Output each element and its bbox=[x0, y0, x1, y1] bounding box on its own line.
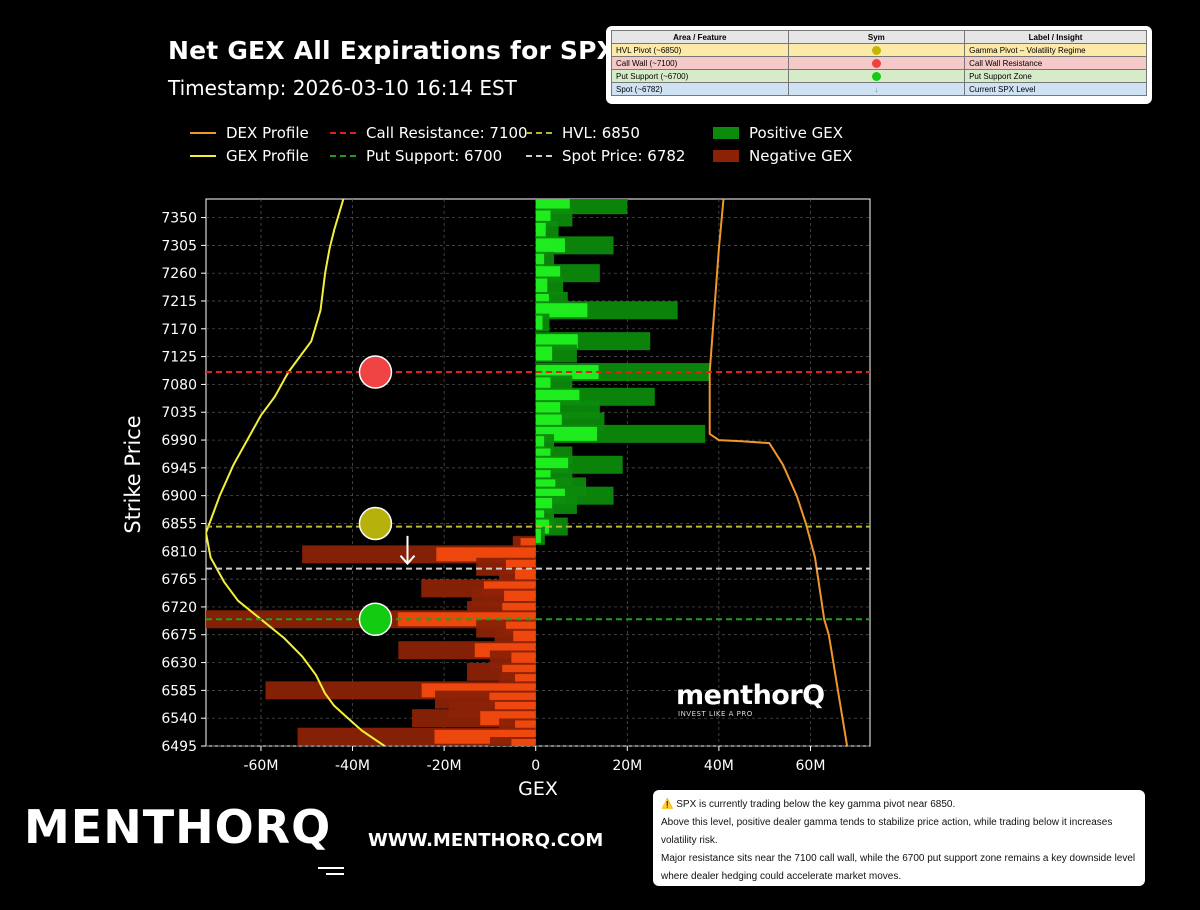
y-tick-label: 7170 bbox=[161, 322, 197, 338]
y-tick-label: 6720 bbox=[161, 600, 197, 616]
marker-dot-icon bbox=[871, 45, 881, 55]
x-tick-label: 0 bbox=[531, 758, 540, 774]
y-tick-label: 7125 bbox=[161, 350, 197, 366]
gex-swatch bbox=[190, 155, 216, 157]
marker-dot-icon bbox=[871, 71, 881, 81]
legend-spot: Spot Price: 6782 bbox=[526, 147, 685, 165]
chart-watermark: menthorQ INVEST LIKE A PRO bbox=[676, 680, 836, 720]
x-tick-label: 20M bbox=[612, 758, 642, 774]
negative-gex-swatch bbox=[713, 150, 739, 162]
y-tick-label: 6675 bbox=[161, 628, 197, 644]
y-tick-label: 6765 bbox=[161, 572, 197, 588]
table-header-row: Area / Feature Sym Label / Insight bbox=[611, 30, 1147, 44]
watermark-q-logo: Q bbox=[802, 680, 825, 711]
y-tick-label: 7080 bbox=[161, 377, 197, 393]
positive-gex-bar-core bbox=[535, 510, 545, 525]
note-line-3: Major resistance sits near the 7100 call… bbox=[661, 853, 1136, 882]
legend-label: DEX Profile bbox=[226, 124, 309, 142]
spot-arrow-icon bbox=[399, 555, 416, 566]
y-tick-label: 6990 bbox=[161, 433, 197, 449]
y-tick-label: 6900 bbox=[161, 489, 197, 505]
positive-gex-bar-core bbox=[535, 238, 565, 253]
dex-swatch bbox=[190, 132, 216, 134]
positive-gex-bar-core bbox=[535, 222, 546, 237]
brand-q: Q bbox=[291, 800, 332, 854]
hvl-marker bbox=[358, 506, 393, 541]
y-tick-label: 7260 bbox=[161, 266, 197, 282]
y-tick-label: 7305 bbox=[161, 238, 197, 254]
x-tick-label: -60M bbox=[243, 758, 278, 774]
x-axis-label: GEX bbox=[518, 778, 558, 800]
y-tick-label: 6585 bbox=[161, 683, 197, 699]
put-line-swatch bbox=[330, 155, 356, 157]
legend-hvl: HVL: 6850 bbox=[526, 124, 640, 142]
insight-legend-table: Area / Feature Sym Label / Insight HVL P… bbox=[606, 26, 1152, 104]
legend-negative-gex: Negative GEX bbox=[713, 147, 852, 165]
page-title: Net GEX All Expirations for SPX bbox=[168, 36, 617, 65]
legend-label: Put Support: 6700 bbox=[366, 147, 503, 165]
watermark-tagline: INVEST LIKE A PRO bbox=[678, 710, 753, 718]
hvl-line-swatch bbox=[526, 132, 552, 134]
table-row: HVL Pivot (~6850) Gamma Pivot – Volatilit… bbox=[611, 43, 1147, 57]
insight-note: ⚠️ SPX is currently trading below the ke… bbox=[653, 790, 1145, 886]
table-row: Put Support (~6700) Put Support Zone bbox=[611, 69, 1147, 83]
brand-logo: MENTHORQ bbox=[24, 800, 331, 854]
put-support-marker bbox=[358, 602, 393, 637]
x-tick-label: -40M bbox=[335, 758, 370, 774]
y-tick-label: 6810 bbox=[161, 544, 197, 560]
y-tick-label: 6630 bbox=[161, 656, 197, 672]
negative-gex-bar-core bbox=[511, 739, 536, 746]
down-arrow-icon: ↓ bbox=[874, 84, 879, 94]
y-tick-label: 6945 bbox=[161, 461, 197, 477]
bars-group bbox=[206, 199, 849, 746]
y-tick-label: 6540 bbox=[161, 711, 197, 727]
legend-label: Call Resistance: 7100 bbox=[366, 124, 528, 142]
positive-gex-bar-core bbox=[535, 346, 553, 361]
website-link[interactable]: WWW.MENTHORQ.COM bbox=[368, 830, 604, 851]
positive-gex-bar-core bbox=[535, 436, 545, 451]
brand-text: MENTHOR bbox=[24, 800, 292, 854]
positive-gex-bar-core bbox=[535, 278, 548, 293]
y-axis-label: Strike Price bbox=[121, 415, 145, 533]
legend-label: Negative GEX bbox=[749, 147, 853, 165]
spot-line-swatch bbox=[526, 155, 552, 157]
chart-legend: DEX Profile GEX Profile Call Resistance:… bbox=[190, 124, 890, 170]
y-tick-label: 7350 bbox=[161, 211, 197, 227]
x-tick-label: -20M bbox=[427, 758, 462, 774]
positive-gex-bar-core bbox=[535, 315, 543, 330]
note-line-2: Above this level, positive dealer gamma … bbox=[661, 817, 1113, 846]
warning-icon: ⚠️ bbox=[661, 799, 674, 810]
legend-label: GEX Profile bbox=[226, 147, 309, 165]
call-line-swatch bbox=[330, 132, 356, 134]
legend-call-resistance: Call Resistance: 7100 bbox=[330, 124, 528, 142]
x-tick-label: 60M bbox=[796, 758, 826, 774]
call-wall-marker bbox=[358, 355, 393, 389]
legend-dex-profile: DEX Profile bbox=[190, 124, 309, 142]
y-tick-label: 6855 bbox=[161, 516, 197, 532]
legend-gex-profile: GEX Profile bbox=[190, 147, 309, 165]
y-tick-label: 7215 bbox=[161, 294, 197, 310]
legend-positive-gex: Positive GEX bbox=[713, 124, 843, 142]
legend-put-support: Put Support: 6700 bbox=[330, 147, 502, 165]
dex-profile-line bbox=[708, 199, 849, 746]
positive-gex-bar-core bbox=[535, 528, 541, 543]
legend-label: Positive GEX bbox=[749, 124, 843, 142]
marker-dot-icon bbox=[871, 58, 881, 68]
positive-gex-swatch bbox=[713, 127, 739, 139]
positive-gex-bar-core bbox=[535, 253, 545, 268]
note-line-1: ⚠️ SPX is currently trading below the ke… bbox=[661, 799, 956, 810]
table-row: Spot (~6782) ↓ Current SPX Level bbox=[611, 82, 1147, 96]
x-tick-label: 40M bbox=[704, 758, 734, 774]
y-tick-label: 7035 bbox=[161, 405, 197, 421]
legend-label: HVL: 6850 bbox=[562, 124, 640, 142]
timestamp: Timestamp: 2026-03-10 16:14 EST bbox=[168, 76, 517, 100]
y-tick-label: 6495 bbox=[161, 739, 197, 755]
watermark-text: menthor bbox=[676, 680, 803, 711]
insight-cell: Current SPX Level bbox=[964, 82, 1147, 96]
legend-label: Spot Price: 6782 bbox=[562, 147, 686, 165]
